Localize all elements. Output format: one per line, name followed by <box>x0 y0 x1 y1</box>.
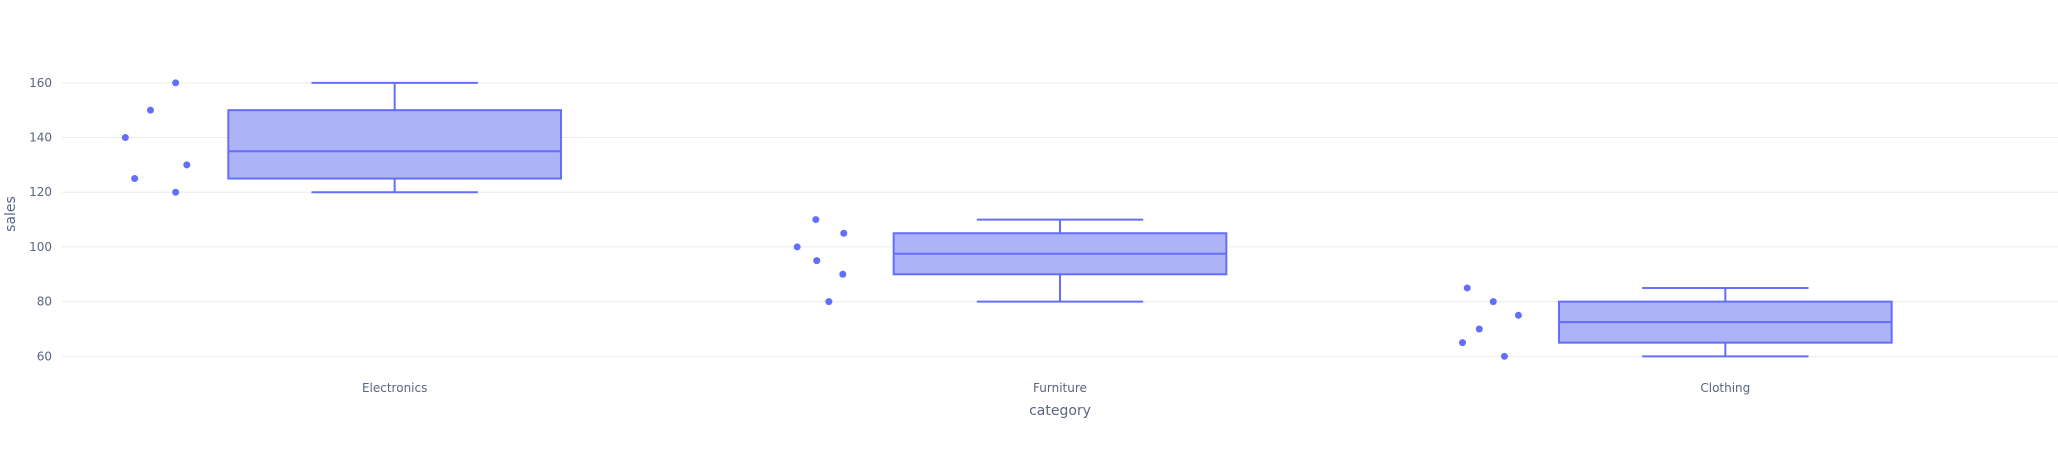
boxes <box>227 81 1893 358</box>
box-furniture <box>892 218 1228 303</box>
data-point <box>121 134 129 142</box>
box-clothing <box>1558 286 1893 358</box>
data-point <box>839 270 847 278</box>
x-tick-label: Furniture <box>1033 381 1087 395</box>
x-axis-title: category <box>1029 403 1091 419</box>
data-point <box>1463 284 1471 292</box>
data-point <box>840 229 848 237</box>
data-point <box>146 106 154 114</box>
data-point <box>1514 311 1522 319</box>
data-point <box>1489 298 1497 306</box>
y-tick-label: 60 <box>37 349 52 363</box>
iqr-box <box>227 109 562 180</box>
y-axis-title: sales <box>3 196 19 232</box>
data-points <box>121 79 1522 360</box>
data-point <box>131 175 139 183</box>
data-point <box>813 257 821 265</box>
data-point <box>172 79 180 87</box>
data-point <box>1500 352 1508 360</box>
y-tick-label: 80 <box>37 295 52 309</box>
x-tick-label: Electronics <box>362 381 427 395</box>
data-point <box>183 161 191 169</box>
y-axis-ticks: 60 80 100 120 140 160 <box>29 76 52 364</box>
x-axis-ticks: Electronics Furniture Clothing <box>362 381 1750 395</box>
data-point <box>172 188 180 196</box>
x-tick-label: Clothing <box>1700 381 1750 395</box>
data-point <box>1459 339 1467 347</box>
y-tick-label: 160 <box>29 76 52 90</box>
y-tick-label: 140 <box>29 131 52 145</box>
box-electronics <box>227 81 562 194</box>
data-point <box>825 298 833 306</box>
y-tick-label: 120 <box>29 185 52 199</box>
data-point <box>1475 325 1483 333</box>
data-point <box>812 216 820 224</box>
y-tick-label: 100 <box>29 240 52 254</box>
data-point <box>793 243 801 251</box>
